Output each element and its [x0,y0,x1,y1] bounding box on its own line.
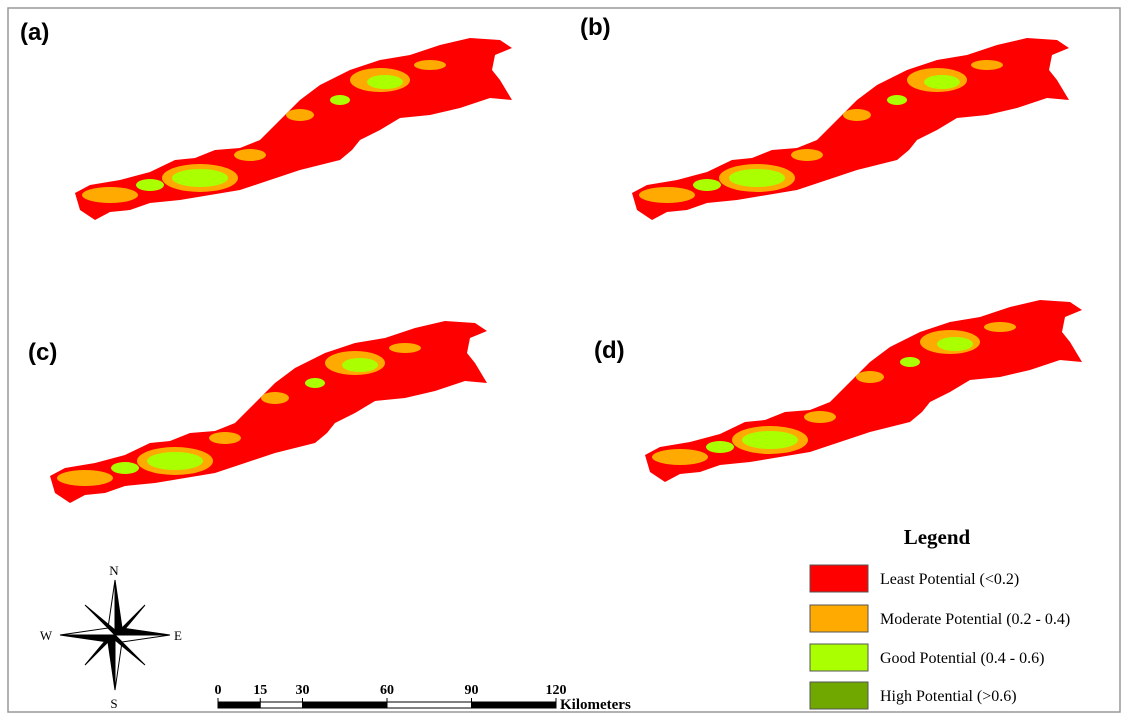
legend-swatch [810,682,868,709]
legend-label: Moderate Potential (0.2 - 0.4) [880,611,1070,628]
scale-segment [303,702,388,708]
panel-label: (d) [594,337,625,364]
compass-south: S [110,696,117,711]
legend-label: Least Potential (<0.2) [880,571,1019,588]
legend-title: Legend [904,525,971,549]
scale-tick-label: 30 [296,683,310,698]
scale-tick-label: 15 [253,683,267,698]
compass-west: W [40,628,53,643]
map-figure: (a) (b) (c) (d) N S E W Legend Least Pot… [0,0,1131,720]
legend-label: High Potential (>0.6) [880,688,1017,705]
scale-unit: Kilometers [560,697,631,713]
panel-label: (b) [580,14,611,41]
scale-segment [218,702,260,708]
scale-segment [472,702,557,708]
compass-north: N [109,563,119,578]
panel-label: (c) [28,339,57,366]
legend-swatch [810,644,868,671]
scale-tick-label: 120 [546,683,567,698]
legend-label: Good Potential (0.4 - 0.6) [880,650,1044,667]
compass-east: E [174,628,182,643]
scale-tick-label: 60 [380,683,394,698]
scale-segment [260,702,302,708]
scale-tick-label: 0 [215,683,222,698]
legend-swatch [810,605,868,632]
scale-segment [387,702,472,708]
panel-label: (a) [20,19,49,46]
legend-swatch [810,565,868,592]
scale-tick-label: 90 [465,683,479,698]
